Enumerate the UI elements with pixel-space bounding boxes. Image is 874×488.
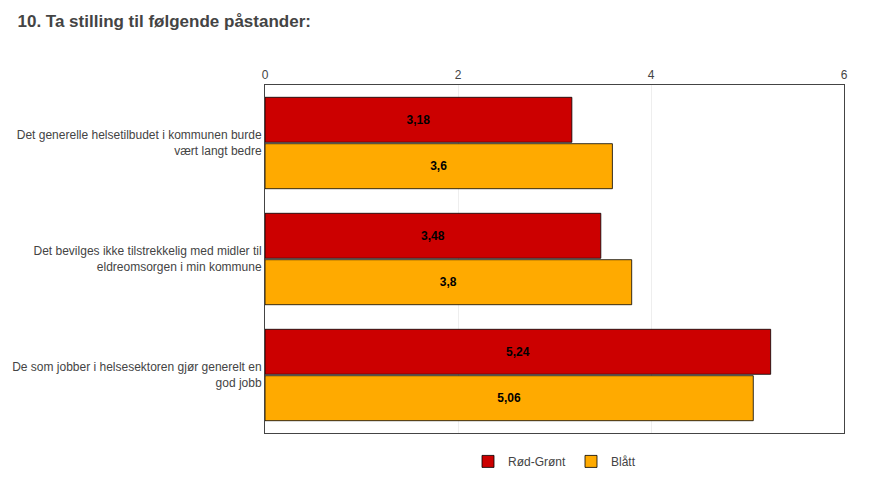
svg-text:De som jobber i helsesektoren: De som jobber i helsesektoren gjør gener… [12, 360, 262, 390]
svg-text:10. Ta stilling til følgende p: 10. Ta stilling til følgende påstander: [17, 12, 310, 31]
svg-text:0: 0 [262, 68, 269, 82]
svg-text:Det bevilges ikke tilstrekkeli: Det bevilges ikke tilstrekkelig med midl… [34, 244, 262, 274]
svg-text:3,8: 3,8 [440, 275, 457, 289]
svg-text:Det generelle helsetilbudet i: Det generelle helsetilbudet i kommunen b… [17, 128, 262, 158]
svg-text:6: 6 [841, 68, 848, 82]
svg-text:Blått: Blått [611, 455, 636, 469]
svg-text:3,48: 3,48 [421, 229, 445, 243]
svg-text:5,06: 5,06 [497, 391, 521, 405]
svg-text:5,24: 5,24 [506, 345, 530, 359]
svg-text:3,6: 3,6 [430, 159, 447, 173]
svg-text:3,18: 3,18 [407, 113, 431, 127]
svg-text:Rød-Grønt: Rød-Grønt [508, 455, 566, 469]
svg-text:2: 2 [455, 68, 462, 82]
svg-text:4: 4 [648, 68, 655, 82]
